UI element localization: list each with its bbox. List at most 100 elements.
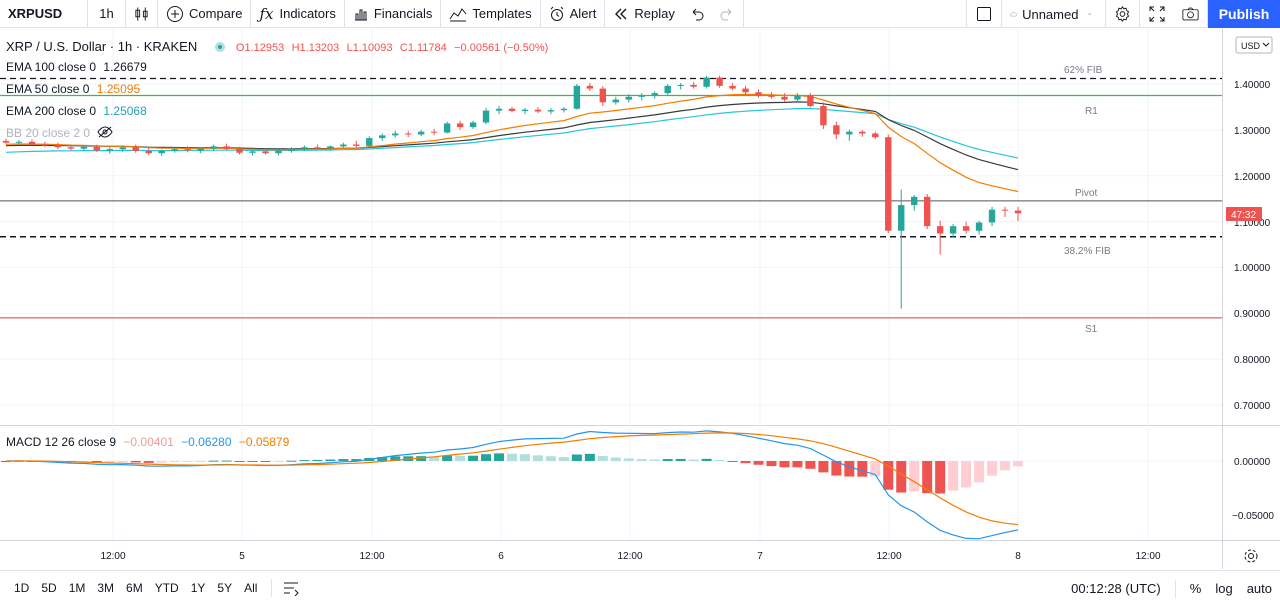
ema50-legend[interactable]: EMA 50 close 0 1.25095 — [6, 82, 144, 96]
candle-body — [560, 108, 568, 111]
snapshot-button[interactable] — [1174, 0, 1208, 28]
macd-line-value: −0.06280 — [181, 435, 232, 449]
date-range-icon[interactable] — [282, 580, 300, 596]
range-button[interactable]: All — [244, 581, 258, 595]
axis-settings-icon[interactable] — [1244, 549, 1258, 563]
candle-body — [586, 85, 594, 89]
macd-histogram-bar — [117, 461, 128, 463]
range-button[interactable]: 1D — [14, 581, 30, 595]
candle-body — [547, 110, 555, 112]
square-icon — [977, 7, 991, 21]
macd-tick: −0.05000 — [1232, 511, 1274, 522]
range-button[interactable]: 6M — [126, 581, 143, 595]
ema200-legend[interactable]: EMA 200 close 0 1.25068 — [6, 104, 151, 118]
candle-body — [469, 122, 477, 128]
candle-body — [366, 138, 373, 146]
financials-button[interactable]: Financials — [345, 0, 442, 28]
candle-body — [340, 144, 347, 147]
macd-histogram-bar — [701, 458, 712, 461]
macd-histogram-bar — [818, 461, 829, 473]
macd-histogram-bar — [974, 461, 985, 483]
candle-body — [949, 226, 957, 234]
layout-name-button[interactable]: Unnamed — [1002, 0, 1106, 28]
eye-crossed-icon[interactable] — [97, 126, 113, 138]
symbol-search-button[interactable]: XRPUSD — [0, 0, 88, 28]
macd-histogram-bar — [351, 459, 362, 461]
candle-body — [755, 92, 762, 96]
candle-body — [430, 131, 438, 133]
macd-histogram-bar — [416, 456, 427, 461]
range-button[interactable]: 5Y — [217, 581, 233, 595]
ema100-legend[interactable]: EMA 100 close 0 1.26679 — [6, 60, 151, 74]
range-button[interactable]: 3M — [97, 581, 115, 595]
range-button[interactable]: YTD — [154, 581, 179, 595]
macd-histogram-bar — [532, 455, 543, 461]
macd-histogram-bar — [805, 461, 816, 469]
candle-body — [936, 226, 944, 234]
interval-button[interactable]: 1h — [88, 0, 126, 28]
range-button[interactable]: 5D — [41, 581, 57, 595]
replay-label: Replay — [634, 6, 675, 21]
time-tick: 8 — [1015, 551, 1021, 562]
macd-histogram-bar — [662, 459, 673, 461]
currency-selector[interactable] — [1235, 36, 1273, 54]
ema200-value: 1.25068 — [103, 104, 147, 118]
price-tick: 1.20000 — [1234, 172, 1271, 183]
compare-button[interactable]: Compare — [158, 0, 252, 28]
settings-button[interactable] — [1106, 0, 1140, 28]
candle-body — [716, 77, 723, 86]
replay-button[interactable]: Replay — [605, 0, 682, 28]
range-button[interactable]: 1Y — [190, 581, 206, 595]
candle-body — [28, 141, 36, 145]
chart-area[interactable]: 62% FIB R1 Pivot 38.2% FIB S1 1.40000 1.… — [0, 29, 1280, 569]
macd-histogram-bar — [740, 461, 751, 464]
utc-clock[interactable]: 00:12:28 (UTC) — [1071, 581, 1161, 596]
candle-body — [794, 95, 801, 100]
macd-histogram-bar — [429, 456, 440, 461]
macd-histogram-bar — [844, 461, 855, 477]
candle-body — [314, 147, 321, 149]
bottom-toolbar: 1D 5D 1M 3M 6M YTD 1Y 5Y All 00:12:28 (U… — [0, 570, 1280, 605]
percent-toggle[interactable]: % — [1189, 581, 1202, 596]
publish-button[interactable]: Publish — [1208, 0, 1280, 28]
layout-button[interactable] — [966, 0, 1002, 28]
macd-histogram-bar — [948, 461, 959, 491]
candle-body — [67, 147, 75, 149]
candle-body — [651, 93, 658, 96]
macd-histogram-bar — [91, 461, 102, 463]
range-button[interactable]: 1M — [68, 581, 86, 595]
price-tick: 0.70000 — [1234, 401, 1271, 412]
time-tick: 12:00 — [100, 551, 125, 562]
macd-histogram-bar — [896, 461, 907, 493]
macd-legend[interactable]: MACD 12 26 close 9 −0.00401 −0.06280 −0.… — [6, 435, 293, 449]
ohlc-open: O1.12953 — [235, 42, 285, 54]
alarm-clock-icon — [550, 6, 563, 21]
ema50-value: 1.25095 — [96, 82, 141, 96]
templates-button[interactable]: Templates — [441, 0, 541, 28]
time-tick: 6 — [498, 551, 504, 562]
alert-button[interactable]: Alert — [541, 0, 606, 28]
macd-hist-value: −0.00401 — [123, 435, 174, 449]
candle-body — [327, 146, 334, 149]
macd-histogram-bar — [727, 461, 738, 462]
price-chart[interactable]: 62% FIB R1 Pivot 38.2% FIB S1 1.40000 1.… — [0, 29, 1280, 569]
redo-button[interactable] — [711, 0, 744, 28]
price-tick: 0.90000 — [1234, 309, 1271, 320]
bar-chart-icon — [354, 9, 367, 20]
top-toolbar: XRPUSD 1h Compare ƒx Indicators Financia… — [0, 0, 1280, 28]
chart-type-button[interactable] — [126, 0, 158, 28]
undo-button[interactable] — [683, 0, 711, 28]
macd-histogram-bar — [494, 453, 505, 461]
candle-body — [158, 150, 165, 154]
auto-toggle[interactable]: auto — [1246, 581, 1272, 596]
candle-body — [80, 146, 88, 149]
candle-body — [807, 95, 814, 107]
indicators-button[interactable]: ƒx Indicators — [251, 0, 345, 28]
macd-histogram-bar — [1000, 461, 1011, 471]
macd-histogram-bar — [584, 453, 595, 461]
fullscreen-button[interactable] — [1140, 0, 1174, 28]
macd-histogram-bar — [455, 455, 466, 461]
log-toggle[interactable]: log — [1215, 581, 1233, 596]
macd-histogram-bar — [519, 454, 530, 461]
bb-legend[interactable]: BB 20 close 2 0 — [6, 126, 113, 140]
